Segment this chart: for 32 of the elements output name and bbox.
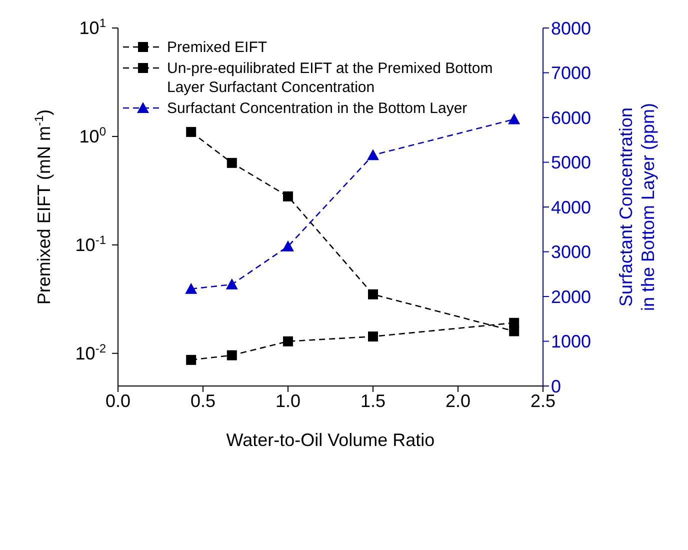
y2-axis-title: Surfactant Concentration in the Bottom Layer (ppm) [616, 102, 658, 312]
x-tick-label: 1.0 [275, 390, 301, 411]
y2-tick-label: 1000 [551, 332, 592, 352]
y2-tick-label: 8000 [551, 18, 592, 38]
y2-tick-label: 6000 [551, 108, 592, 128]
point [186, 354, 196, 365]
point [186, 126, 196, 137]
legend-label: Premixed EIFT [167, 38, 268, 57]
point [368, 289, 378, 300]
y2-tick-label: 0 [551, 376, 562, 396]
y2-tick-label: 5000 [551, 152, 592, 173]
legend-label: Un-pre-equilibrated EIFT at the Premixed Bottom Layer Surfactant Concentration [167, 59, 494, 97]
x-tick-label: 0.5 [190, 390, 216, 411]
point [368, 332, 378, 342]
x-tick-label: 1.5 [360, 390, 386, 411]
x-axis-title: Water-to-Oil Volume Ratio [226, 430, 435, 450]
y2-tick-label: 4000 [551, 197, 592, 218]
legend-label: Surfactant Concentration in the Bottom Layer [167, 99, 468, 118]
y2-tick-label: 3000 [551, 242, 592, 262]
y2-tick-label: 2000 [551, 286, 592, 307]
point [283, 191, 293, 202]
y-tick-label: 10$^{-2}$ [75, 341, 106, 364]
point [509, 318, 520, 328]
point [226, 350, 237, 360]
x-tick-label: 0.0 [105, 390, 131, 411]
y-tick-label: 10$^{-1}$ [75, 232, 106, 255]
y-tick-label: 10$^{1}$ [79, 16, 106, 38]
point [226, 158, 237, 168]
y2-tick-label: 7000 [551, 63, 592, 84]
point [283, 336, 293, 346]
x-tick-label: 2.0 [445, 390, 471, 411]
y-tick-label: 10$^{0}$ [79, 124, 106, 146]
